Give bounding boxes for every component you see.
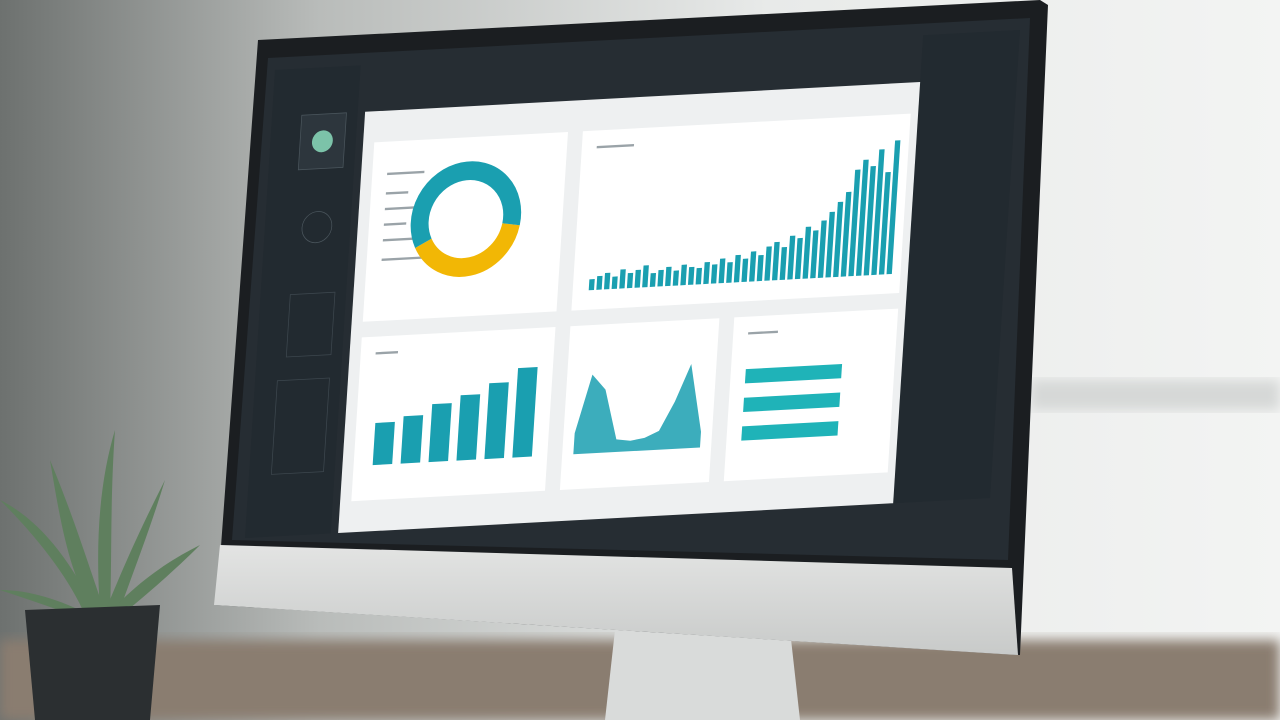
bar bbox=[764, 246, 772, 281]
bar bbox=[603, 272, 611, 290]
bar bbox=[749, 251, 757, 282]
donut-segment bbox=[410, 161, 522, 248]
bar bbox=[672, 270, 680, 286]
placeholder-lines bbox=[375, 143, 779, 355]
bar bbox=[817, 220, 827, 278]
sidebar-card bbox=[285, 291, 336, 358]
bar bbox=[743, 392, 841, 413]
bar bbox=[695, 267, 702, 285]
bar bbox=[428, 403, 452, 463]
panel bbox=[362, 131, 569, 322]
bar bbox=[886, 140, 901, 275]
bar bbox=[794, 237, 803, 280]
bar bbox=[840, 191, 852, 277]
bar bbox=[456, 394, 481, 461]
bar bbox=[484, 382, 509, 460]
bar bbox=[810, 230, 819, 279]
bar bbox=[756, 254, 764, 282]
window-frame bbox=[1030, 380, 1280, 410]
bar bbox=[726, 262, 733, 283]
bar bbox=[802, 226, 812, 279]
sidebar-card bbox=[270, 377, 330, 475]
pot bbox=[25, 605, 160, 720]
bar bbox=[718, 258, 726, 284]
bar bbox=[642, 265, 649, 288]
bar bbox=[611, 276, 618, 290]
bar bbox=[787, 235, 796, 280]
bar bbox=[512, 367, 538, 458]
bar bbox=[596, 275, 603, 290]
bar bbox=[680, 264, 687, 286]
bar bbox=[855, 159, 869, 276]
bar bbox=[687, 266, 695, 285]
area bbox=[573, 364, 701, 455]
bar bbox=[878, 171, 891, 275]
bar bbox=[400, 415, 424, 464]
bar bbox=[779, 246, 788, 280]
bar bbox=[703, 261, 710, 285]
bar bbox=[626, 272, 634, 289]
sidebar-icon bbox=[311, 130, 333, 153]
bar bbox=[744, 363, 843, 384]
bar bbox=[733, 254, 741, 283]
bar bbox=[649, 273, 657, 287]
bar bbox=[710, 264, 718, 284]
panel bbox=[571, 113, 911, 311]
bar bbox=[657, 269, 664, 287]
bar bbox=[634, 269, 641, 288]
bar bbox=[833, 201, 844, 278]
bar bbox=[741, 421, 839, 441]
bar bbox=[619, 269, 626, 289]
right-panel bbox=[893, 29, 1021, 504]
sidebar bbox=[244, 65, 361, 538]
bar bbox=[588, 279, 595, 291]
bar bbox=[825, 211, 835, 278]
monitor-stand bbox=[605, 630, 800, 720]
bar bbox=[741, 258, 749, 283]
bar bbox=[372, 421, 395, 466]
bar bbox=[665, 266, 672, 287]
sidebar-icon bbox=[301, 211, 333, 244]
bar bbox=[871, 149, 885, 276]
bar bbox=[863, 165, 876, 276]
donut-segment bbox=[415, 222, 520, 277]
dashboard bbox=[244, 29, 1021, 538]
plant bbox=[0, 430, 200, 720]
bar bbox=[771, 241, 780, 281]
bar bbox=[848, 169, 861, 277]
monitor-chin bbox=[214, 545, 1018, 655]
